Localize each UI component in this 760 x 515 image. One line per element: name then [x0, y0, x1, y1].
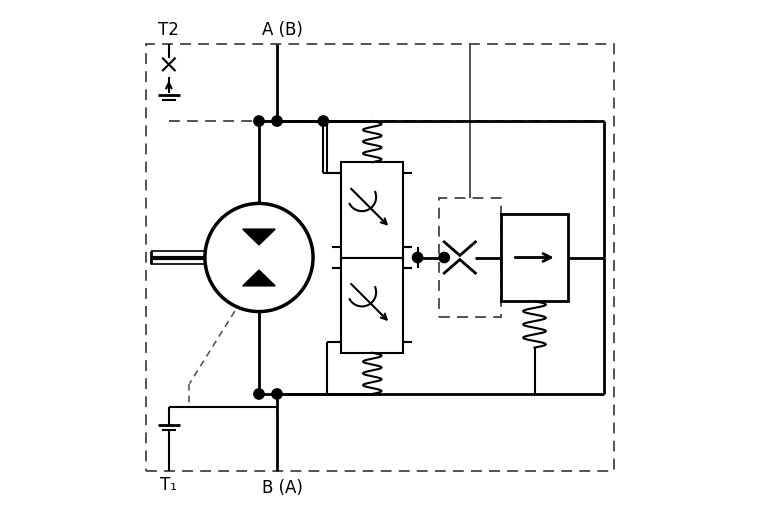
Circle shape [254, 116, 264, 126]
Bar [501, 214, 568, 301]
Bar [341, 258, 403, 353]
Bar [341, 162, 403, 258]
Polygon shape [242, 270, 275, 286]
Circle shape [439, 252, 449, 263]
Bar [439, 198, 501, 317]
Circle shape [272, 116, 282, 126]
Text: B (A): B (A) [261, 479, 302, 497]
Circle shape [205, 203, 313, 312]
Circle shape [254, 389, 264, 399]
Circle shape [272, 389, 282, 399]
Polygon shape [242, 229, 275, 245]
Text: T2: T2 [158, 21, 179, 39]
Text: A (B): A (B) [261, 21, 302, 39]
Circle shape [318, 116, 328, 126]
Circle shape [413, 252, 423, 263]
Text: T₁: T₁ [160, 476, 177, 494]
Bar [146, 44, 614, 471]
